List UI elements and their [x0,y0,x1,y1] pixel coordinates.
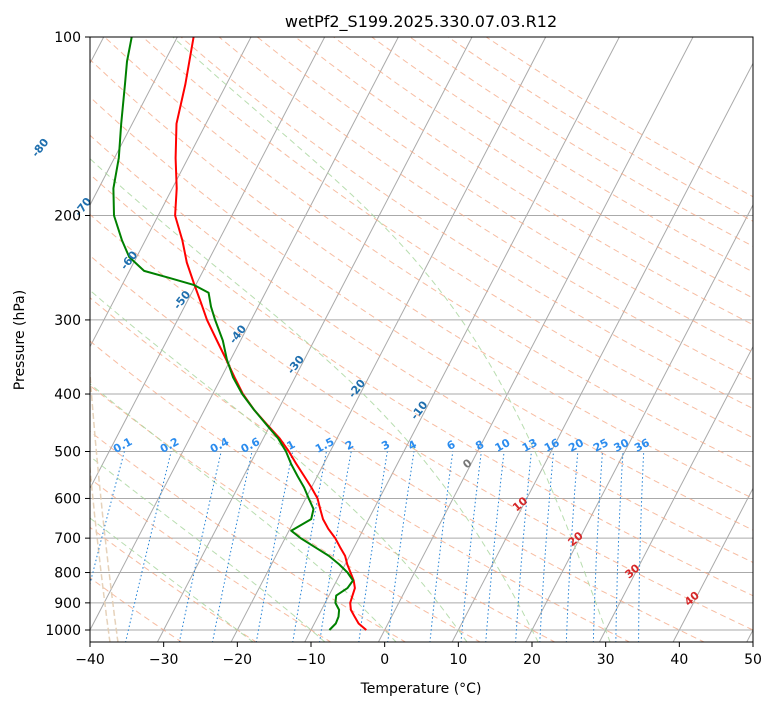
y-axis-title: Pressure (hPa) [12,290,28,390]
isotherm-40 [672,487,753,642]
x-tick-label-20: 20 [523,652,541,668]
reference-arc-1 [90,363,119,642]
mixing-ratio-label-25: 25 [591,436,611,455]
mixing-ratio-label-10: 10 [493,436,513,455]
x-tick-label--10: −10 [296,652,326,668]
isotherm-20 [525,203,753,642]
x-tick-label--30: −30 [149,652,179,668]
isotherm--70 [90,37,178,207]
dry-adiabat-60 [90,173,753,597]
mixing-ratio-line-6 [429,451,454,642]
plot-background [90,37,753,642]
moist-adiabat-30 [172,37,611,642]
mixing-ratio-label-30: 30 [612,436,632,455]
x-tick-label-0: 0 [380,652,389,668]
x-tick-label-30: 30 [597,652,615,668]
isotherm-30 [598,345,753,642]
isotherm--20 [230,37,547,642]
series-temperature-line [174,37,367,631]
x-tick-label--20: −20 [223,652,253,668]
dry-adiabat-120 [180,37,753,410]
y-tick-label-1000: 1000 [45,623,81,639]
isotherm--60 [90,37,252,348]
mixing-ratio-label-13: 13 [520,436,540,455]
isotherm-label--80: -80 [29,136,52,160]
mixing-ratio-line-0.1 [90,451,125,586]
x-axis-title: Temperature (°C) [360,681,482,697]
isotherm-label--90: -90 [0,90,2,114]
y-tick-label-400: 400 [54,387,81,403]
y-tick-label-700: 700 [54,531,81,547]
dry-adiabat-70 [90,134,753,564]
mixing-ratio-line-3 [358,451,388,642]
mixing-ratio-line-13 [515,451,532,642]
isotherm--50 [90,37,326,490]
moist-adiabat-0 [90,383,397,642]
x-tick-label--40: −40 [75,652,105,668]
mixing-ratio-line-8 [460,451,482,642]
reference-arc-0 [90,461,111,642]
dry-adiabat-80 [90,96,753,531]
plot-frame [89,36,754,643]
dry-adiabat--30 [90,577,183,642]
y-tick-label-100: 100 [54,30,81,46]
x-tick-label-10: 10 [449,652,467,668]
mixing-ratio-label-36: 36 [632,436,652,455]
mixing-ratio-line-20 [565,451,579,642]
y-tick-label-800: 800 [54,566,81,582]
y-tick-label-500: 500 [54,444,81,460]
y-tick-label-300: 300 [54,313,81,329]
mixing-ratio-line-0.6 [212,451,253,642]
moist-adiabat-10 [90,289,468,642]
moist-adiabat-20 [90,158,539,642]
dry-adiabat-10 [90,384,482,642]
dry-adiabat-90 [90,58,753,500]
dry-adiabat-110 [142,37,753,439]
isotherm-0 [377,37,694,642]
dry-adiabat-30 [90,297,631,642]
mixing-ratio-line-0.2 [125,451,172,642]
series-dewpoint-line [112,37,354,631]
isotherm--30 [156,37,473,642]
mixing-ratio-line-4 [387,451,415,642]
chart-title: wetPf2_S199.2025.330.07.03.R12 [285,12,557,32]
y-tick-label-900: 900 [54,596,81,612]
mixing-ratio-line-0.4 [178,451,222,642]
x-tick-label-50: 50 [744,652,762,668]
x-tick-label-40: 40 [670,652,688,668]
mixing-ratio-line-16 [539,451,554,642]
mixing-ratio-line-10 [485,451,505,642]
y-tick-label-600: 600 [54,491,81,507]
dry-adiabat-130 [218,37,753,381]
dry-adiabat-40 [90,254,706,642]
y-tick-label-200: 200 [54,209,81,225]
isotherm--10 [304,37,620,642]
mixing-ratio-label-20: 20 [566,436,586,455]
isotherm--40 [90,37,399,632]
dry-adiabat-160 [333,37,753,299]
moist-adiabat--10 [90,455,326,642]
mixing-ratio-label-16: 16 [542,436,562,455]
